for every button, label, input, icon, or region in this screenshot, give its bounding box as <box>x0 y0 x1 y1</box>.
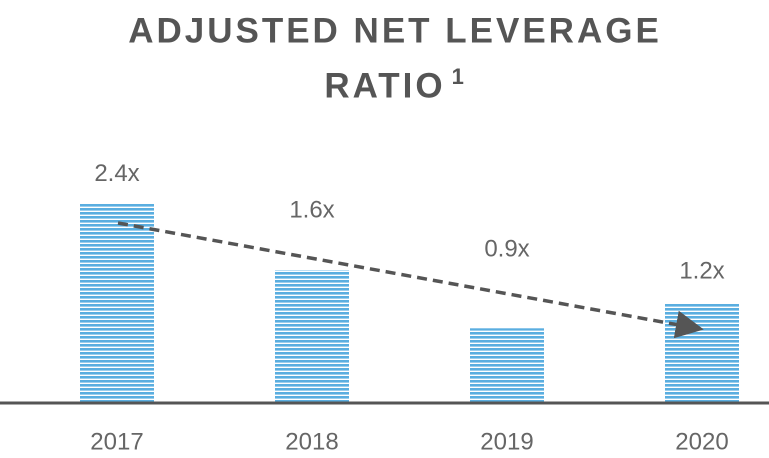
bar <box>665 303 739 403</box>
title-superscript: 1 <box>452 64 464 89</box>
x-tick-label: 2020 <box>675 428 728 455</box>
bar <box>80 203 154 403</box>
x-tick-label: 2017 <box>90 428 143 455</box>
value-label: 1.2x <box>679 258 724 285</box>
value-label: 1.6x <box>289 197 334 224</box>
bar <box>470 328 544 403</box>
x-tick-label: 2018 <box>285 428 338 455</box>
value-label: 2.4x <box>94 160 139 187</box>
value-label: 0.9x <box>484 236 529 263</box>
chart-title-line2: RATIO <box>324 66 445 105</box>
trend-arrow <box>117 221 704 339</box>
bar <box>275 270 349 403</box>
x-tick-label: 2019 <box>480 428 533 455</box>
chart-title: ADJUSTED NET LEVERAGE <box>128 11 662 50</box>
